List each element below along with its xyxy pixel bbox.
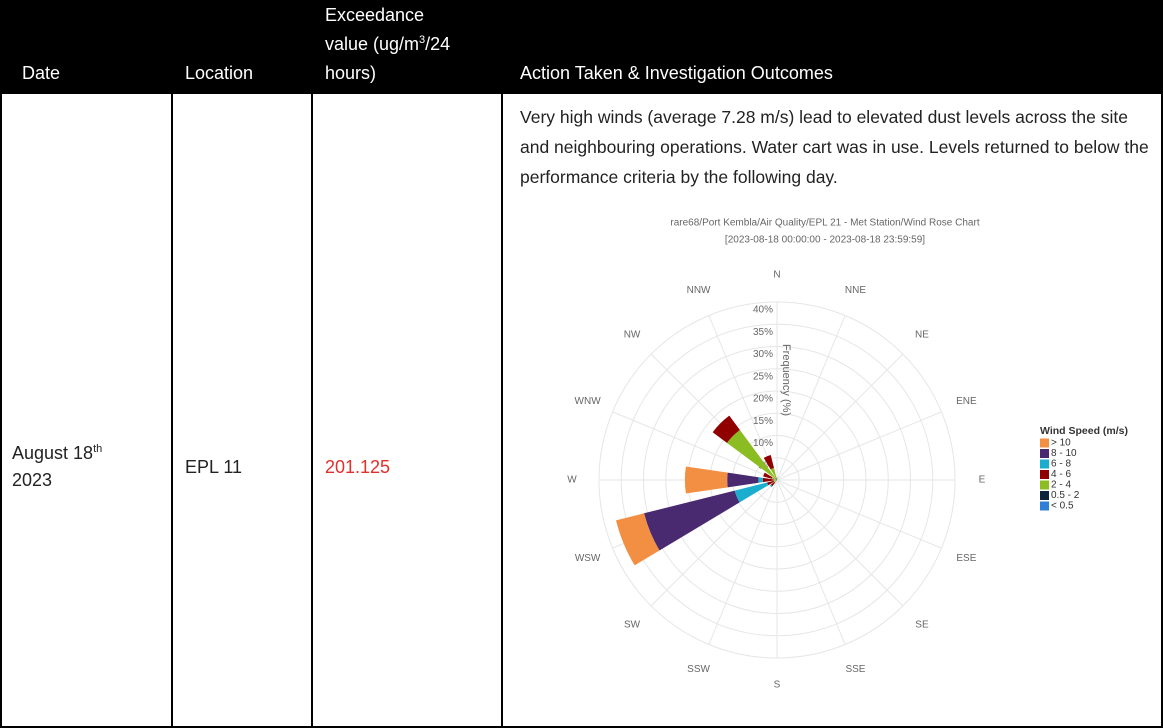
direction-label: SE (915, 620, 929, 631)
header-sup: 3 (419, 34, 426, 46)
wind-wedge (769, 484, 773, 488)
legend-label: < 0.5 (1051, 501, 1074, 512)
r-tick-label: 10% (753, 438, 773, 449)
grid-ring (665, 368, 889, 592)
location-cell: EPL 11 (185, 457, 243, 477)
cell-text: 2023 (12, 470, 53, 490)
legend-swatch (1040, 470, 1049, 479)
legend-swatch (1040, 449, 1049, 458)
direction-label: WSW (575, 553, 601, 564)
wind-wedge (776, 480, 777, 481)
header-text: /24 (425, 34, 451, 54)
legend-swatch (1040, 501, 1049, 511)
direction-label: ESE (956, 553, 976, 564)
action-text: Very high winds (average 7.28 m/s) lead … (520, 107, 1149, 187)
grid-ring (643, 346, 911, 614)
r-tick-label: 35% (753, 327, 773, 338)
r-tick-label: 40% (753, 305, 773, 316)
date-cell: August 18th 2023 (12, 440, 102, 494)
wind-wedge (773, 479, 777, 481)
legend-swatch (1040, 438, 1049, 448)
cell-border (171, 94, 173, 728)
legend-label: 2 - 4 (1051, 480, 1071, 491)
direction-label: E (979, 475, 986, 486)
header-text: hours) (325, 63, 377, 83)
r-tick-label: 15% (753, 416, 773, 427)
chart-title: rare68/Port Kembla/Air Quality/EPL 21 - … (670, 218, 979, 229)
table-header: Date Location Exceedance value (ug/m3/24 h… (0, 0, 1163, 94)
legend-swatch (1040, 491, 1049, 500)
direction-label: N (773, 270, 780, 281)
wind-wedge (771, 477, 777, 480)
direction-label: SSE (845, 664, 865, 675)
wind-wedge (770, 467, 777, 479)
wind-wedge (615, 513, 660, 566)
wind-wedge (644, 490, 740, 551)
wind-wedge (774, 480, 777, 483)
wind-wedge (727, 472, 759, 488)
wind-wedge (758, 477, 763, 483)
cell-border (311, 94, 313, 728)
wind-wedge (763, 454, 774, 470)
legend-label: 4 - 6 (1051, 469, 1071, 480)
legend-swatch (1040, 480, 1049, 490)
direction-label: WNW (575, 396, 602, 407)
header-cell: Location (185, 63, 254, 83)
header-cell: Exceedance value (ug/m3/24 hours) (325, 1, 450, 88)
cell-border (1161, 94, 1163, 728)
legend-label: 0.5 - 2 (1051, 490, 1080, 501)
wind-wedge (776, 477, 778, 479)
wind-wedge (684, 466, 728, 494)
wind-wedge (775, 478, 777, 480)
direction-label: S (774, 680, 781, 691)
value-cell: 201.125 (325, 457, 391, 477)
wind-wedge (776, 478, 777, 480)
wind-wedge (770, 481, 776, 487)
direction-label: NE (915, 330, 929, 341)
r-tick-label: 25% (753, 371, 773, 382)
wind-wedge (773, 480, 776, 482)
r-tick-label: 20% (753, 394, 773, 405)
grid-ring (598, 301, 956, 659)
direction-label: ENE (956, 396, 977, 407)
header-cell: Date (22, 63, 61, 83)
wind-wedge (763, 472, 773, 479)
cell-border (501, 94, 503, 728)
legend-label: 6 - 8 (1051, 459, 1071, 470)
legend-label: > 10 (1051, 438, 1071, 449)
wind-wedge (726, 429, 776, 479)
axis-label: Frequency (%) (780, 344, 792, 416)
legend-label: 8 - 10 (1051, 448, 1077, 459)
grid-ring (620, 323, 934, 637)
wind-wedge (767, 480, 774, 486)
chart-subtitle: [2023-08-18 00:00:00 - 2023-08-18 23:59:… (725, 235, 925, 246)
cell-border (0, 94, 2, 728)
direction-label: W (567, 475, 577, 486)
cell-border (0, 726, 1163, 728)
direction-label: NNW (687, 285, 711, 296)
wind-wedge (734, 482, 769, 503)
direction-label: NW (624, 330, 641, 341)
cell-text: August 18 (12, 443, 94, 463)
header-text: value (ug/m (325, 34, 420, 54)
header-text: Exceedance (325, 5, 425, 25)
r-tick-label: 30% (753, 349, 773, 360)
legend-title: Wind Speed (m/s) (1040, 425, 1128, 437)
header-cell: Action Taken & Investigation Outcomes (520, 63, 833, 83)
wind-wedge (775, 480, 777, 481)
wind-wedge (712, 415, 740, 443)
wind-wedge (762, 477, 774, 483)
direction-label: NNE (845, 285, 866, 296)
legend-swatch (1040, 459, 1049, 469)
cell-sup: th (93, 443, 103, 455)
direction-label: SW (624, 620, 641, 631)
direction-label: SSW (687, 664, 710, 675)
